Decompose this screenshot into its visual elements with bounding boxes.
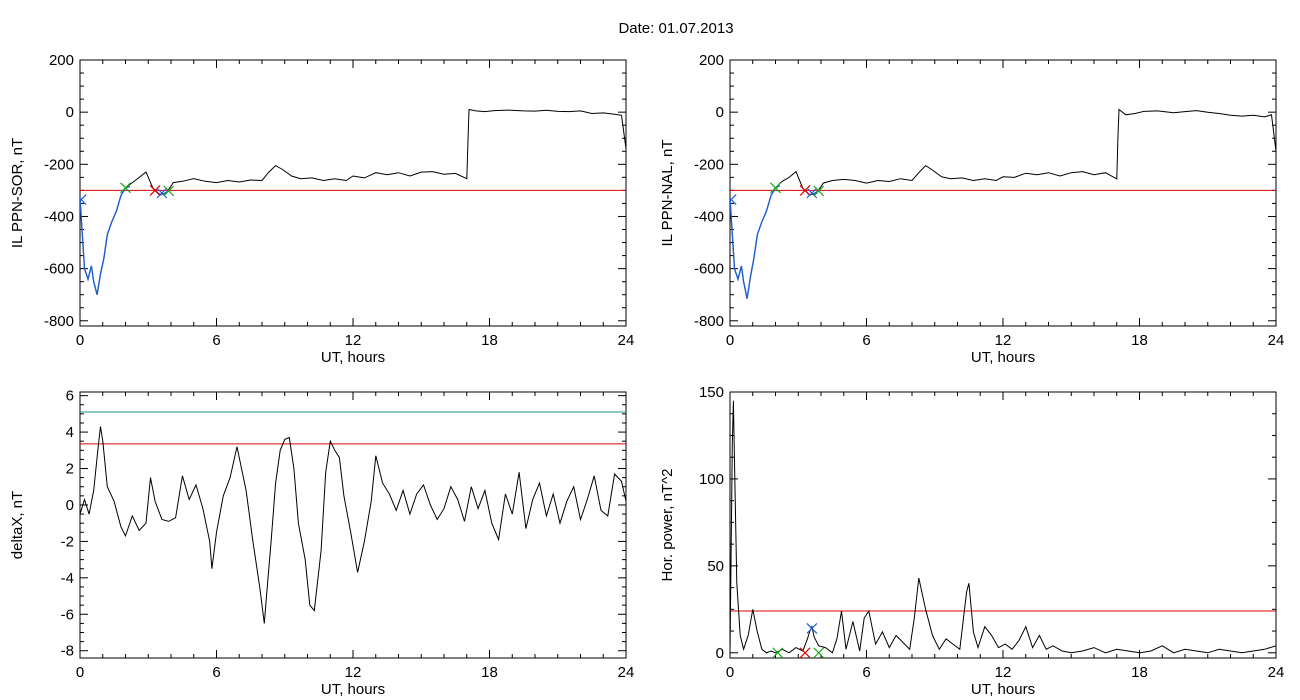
x-axis-label: UT, hours [971,349,1035,366]
series-line [730,185,781,299]
cross-marker [770,182,781,194]
cross-marker-stroke [806,623,818,634]
cross-marker [799,184,811,196]
cross-marker [806,187,818,199]
y-tick-label: -600 [694,261,724,278]
x-tick-label: 18 [481,332,498,349]
cross-marker-stroke [799,184,811,196]
y-axis-label: IL PPN-NAL, nT [659,140,676,247]
x-tick-label: 24 [1268,332,1285,349]
x-tick-label: 12 [995,664,1012,681]
cross-marker [156,187,168,199]
x-axis-label: UT, hours [971,681,1035,698]
cross-marker [813,185,825,197]
cross-marker [730,194,737,205]
cross-marker-stroke [730,194,737,202]
cross-marker [799,647,811,658]
y-tick-label: 150 [699,384,724,401]
y-tick-label: -200 [44,156,74,173]
series-line [80,108,626,295]
plot-area [730,400,1276,658]
series-line [80,426,626,624]
x-axis-label: UT, hours [321,681,385,698]
y-tick-label: 4 [66,424,74,441]
x-tick-label: 6 [212,332,220,349]
y-tick-label: -8 [61,643,74,660]
y-tick-label: -800 [694,313,724,330]
x-axis-label: UT, hours [321,349,385,366]
panel-p1: 0 6 12 18 24 -800 -600 -400 -200 0 200 UT, hours IL … [9,52,634,366]
x-tick-label: 24 [618,664,635,681]
series-line [80,185,131,295]
cross-marker-stroke [156,187,168,199]
y-tick-label: 6 [66,388,74,405]
x-tick-label: 0 [726,332,734,349]
y-tick-label: -200 [694,156,724,173]
panel-p2: 0 6 12 18 24 -800 -600 -400 -200 0 200 UT, hours IL … [659,52,1284,366]
y-tick-label: 200 [699,52,724,69]
y-tick-label: -2 [61,533,74,550]
cross-marker-stroke [163,185,175,197]
series-line [730,108,1276,299]
cross-marker-stroke [813,647,825,658]
cross-marker-stroke [120,182,131,194]
cross-marker [120,182,131,194]
y-tick-label: -400 [44,208,74,225]
cross-marker-stroke [813,185,825,197]
plot-area [730,108,1276,299]
cross-marker-stroke [806,187,818,199]
plot-frame [79,391,627,659]
y-tick-label: 100 [699,471,724,488]
x-tick-label: 12 [995,332,1012,349]
series-line [730,400,1276,654]
y-tick-label: 0 [716,645,724,662]
x-tick-label: 24 [618,332,635,349]
cross-marker [163,185,175,197]
y-axis-label: Hor. power, nT^2 [659,469,676,582]
x-tick-label: 6 [862,332,870,349]
y-tick-label: -400 [694,208,724,225]
x-tick-label: 12 [345,664,362,681]
panel-p4: 0 6 12 18 24 0 50 100 150 UT, hours Hor. power, nT… [659,384,1284,698]
x-tick-label: 18 [1131,664,1148,681]
cross-marker-stroke [799,647,811,658]
y-tick-label: 200 [49,52,74,69]
y-tick-label: -800 [44,313,74,330]
y-tick-label: 0 [66,104,74,121]
x-tick-label: 6 [212,664,220,681]
y-tick-label: -4 [61,570,74,587]
date-label: Date: 01.07.2013 [618,20,733,37]
cross-marker [806,623,818,634]
plot-area [80,411,626,624]
y-tick-label: 2 [66,461,74,478]
y-axis-label: IL PPN-SOR, nT [9,138,26,248]
plot-frame [729,391,1277,659]
x-tick-label: 18 [1131,332,1148,349]
x-tick-label: 0 [76,664,84,681]
x-tick-label: 24 [1268,664,1285,681]
y-tick-label: -600 [44,261,74,278]
x-tick-label: 18 [481,664,498,681]
cross-marker-stroke [80,194,87,202]
cross-marker-stroke [772,647,784,658]
cross-marker-stroke [770,182,781,194]
x-tick-label: 6 [862,664,870,681]
y-tick-label: 50 [707,558,724,575]
cross-marker-stroke [149,184,161,196]
cross-marker [813,647,825,658]
y-axis-label: deltaX, nT [9,491,26,559]
x-tick-label: 0 [726,664,734,681]
cross-marker [149,184,161,196]
cross-marker [772,647,784,658]
y-tick-label: 0 [66,497,74,514]
x-tick-label: 12 [345,332,362,349]
y-tick-label: 0 [716,104,724,121]
x-tick-label: 0 [76,332,84,349]
plot-area [80,108,626,295]
cross-marker [80,194,87,205]
y-tick-label: -6 [61,606,74,623]
